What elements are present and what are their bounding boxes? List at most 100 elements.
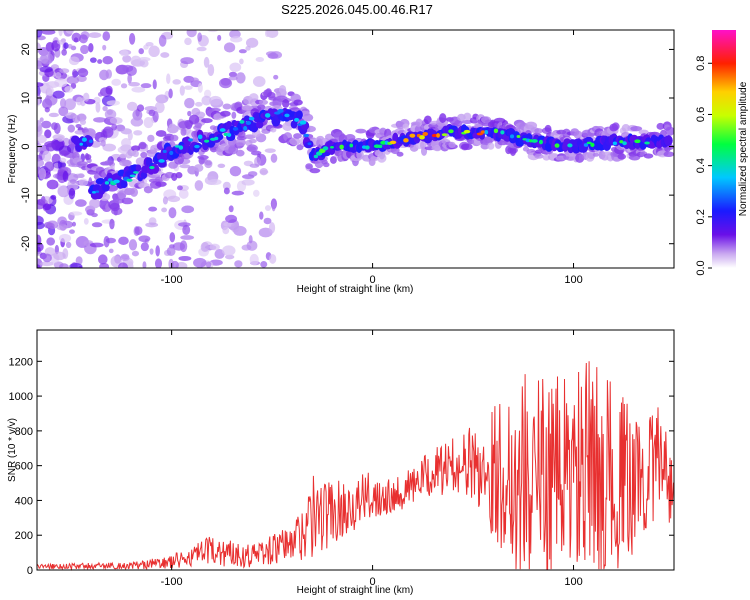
spectrogram-noise-cell — [71, 32, 82, 43]
spectrogram-noise-cell — [231, 111, 237, 119]
spectrogram-halo-cell — [663, 151, 674, 158]
spectrogram-noise-cell — [48, 112, 59, 118]
snr-series-line — [36, 361, 674, 572]
colorbar: 0.0 0.2 0.4 0.6 0.8 Normalized spectral ampl… — [695, 30, 749, 276]
spectrogram-halo-cell — [423, 115, 432, 125]
spectrogram-noise-cell — [228, 205, 234, 213]
spectrogram-noise-cell — [59, 263, 69, 268]
spectrogram-noise-cell — [194, 101, 203, 107]
spectrogram-noise-cell — [105, 69, 113, 79]
spectrogram-halo-cell — [270, 127, 277, 133]
spectrogram-noise-cell — [259, 168, 268, 176]
spectrogram-noise-cell — [260, 261, 268, 268]
spectrogram-noise-cell — [200, 242, 210, 252]
spectrogram-core-cell — [248, 116, 255, 121]
spectrogram-halo-cell — [420, 140, 427, 150]
spectrogram-noise-cell — [219, 78, 233, 89]
snr-x-label: Height of straight line (km) — [297, 585, 414, 596]
spectrogram-halo-cell — [124, 189, 132, 196]
spectrogram-halo-cell — [168, 123, 177, 130]
spectrogram-noise-cell — [46, 220, 59, 229]
spectrogram-noise-cell — [172, 79, 181, 85]
spectrogram-noise-cell — [78, 178, 89, 187]
spectrogram-noise-cell — [111, 78, 122, 86]
spectrogram-noise-cell — [229, 62, 242, 72]
spectrogram-noise-cell — [259, 211, 264, 220]
spectrogram-halo-cell — [258, 99, 269, 105]
spectrogram-noise-cell — [148, 206, 158, 212]
spectrogram-halo-cell — [628, 154, 641, 161]
spectrogram-noise-cell — [138, 57, 151, 62]
spectrogram-noise-cell — [241, 179, 255, 186]
spectrogram-halo-cell — [257, 104, 266, 111]
spectrogram-halo-cell — [617, 153, 627, 160]
spectrogram-halo-cell — [91, 213, 98, 218]
spectrogram-noise-cell — [89, 57, 97, 63]
spectrogram-core-cell — [419, 135, 425, 140]
spectrogram-noise-cell — [167, 195, 181, 203]
colorbar-tick-label: 0.4 — [695, 158, 707, 173]
spectrogram-halo-cell — [170, 134, 179, 142]
spectrogram-noise-cell — [234, 260, 243, 268]
spectrogram-halo-cell — [113, 198, 125, 204]
spectrogram-noise-cell — [58, 30, 63, 37]
spectrogram-core-cell — [226, 132, 232, 137]
spectrogram-y-tick-label: 20 — [20, 43, 32, 55]
spectrogram-ridge-cell — [102, 183, 110, 192]
spectrogram-noise-cell — [270, 51, 283, 59]
spectrogram-noise-cell — [106, 100, 120, 106]
spectrogram-noise-cell — [264, 148, 276, 153]
spectrogram-noise-cell — [190, 77, 199, 82]
spectrogram-core-cell — [307, 142, 312, 146]
spectrogram-halo-cell — [378, 149, 386, 160]
spectrogram-core-cell — [243, 126, 248, 131]
spectrogram-core-cell — [239, 119, 245, 124]
spectrogram-noise-cell — [62, 170, 69, 182]
spectrogram-noise-cell — [69, 262, 83, 268]
spectrogram-halo-cell — [562, 128, 571, 139]
spectrogram-noise-cell — [97, 92, 104, 97]
spectrogram-core-cell — [619, 140, 624, 144]
spectrogram-halo-cell — [643, 153, 654, 159]
spectrogram-core-cell — [516, 135, 521, 138]
spectrogram-noise-cell — [46, 237, 55, 246]
spectrogram-noise-cell — [77, 68, 89, 78]
spectrogram-halo-cell — [665, 126, 674, 136]
spectrogram-noise-cell — [145, 222, 159, 228]
spectrogram-noise-cell — [148, 45, 160, 58]
snr-y-tick-label: 800 — [15, 426, 33, 438]
spectrogram-core-cell — [133, 171, 139, 174]
spectrogram-noise-cell — [71, 221, 76, 227]
spectrogram-core-cell — [169, 150, 174, 156]
spectrogram-noise-cell — [120, 49, 129, 57]
spectrogram-core-cell — [644, 141, 650, 145]
colorbar-tick-label: 0.6 — [695, 107, 707, 122]
spectrogram-noise-cell — [68, 187, 76, 200]
spectrogram-noise-cell — [109, 218, 115, 230]
spectrogram-noise-cell — [127, 131, 133, 141]
spectrogram-noise-cell — [40, 261, 54, 267]
spectrogram-noise-cell — [139, 59, 149, 68]
colorbar-label: Normalized spectral amplitude — [738, 81, 749, 216]
spectrogram-core-cell — [493, 128, 499, 134]
snr-x-tick-label: 100 — [564, 576, 582, 588]
spectrogram-noise-cell — [37, 30, 43, 38]
spectrogram-core-cell — [91, 190, 97, 194]
spectrogram-halo-cell — [460, 143, 473, 151]
spectrogram-noise-cell — [58, 233, 72, 243]
spectrogram-noise-cell — [131, 86, 146, 93]
snr-y-label: SNR (10 * v/v) — [7, 418, 18, 482]
spectrogram-noise-cell — [271, 200, 276, 212]
spectrogram-noise-cell — [270, 153, 278, 163]
spectrogram-core-cell — [409, 133, 416, 138]
spectrogram-noise-cell — [177, 185, 183, 191]
spectrogram-noise-cell — [144, 106, 158, 112]
spectrogram-core-cell — [81, 137, 87, 142]
spectrogram-halo-cell — [402, 123, 409, 130]
spectrogram-noise-cell — [130, 117, 144, 127]
spectrogram-noise-cell — [52, 90, 65, 99]
spectrogram-core-cell — [586, 141, 592, 145]
spectrogram-noise-cell — [168, 207, 177, 219]
spectrogram-halo-cell — [544, 124, 552, 133]
